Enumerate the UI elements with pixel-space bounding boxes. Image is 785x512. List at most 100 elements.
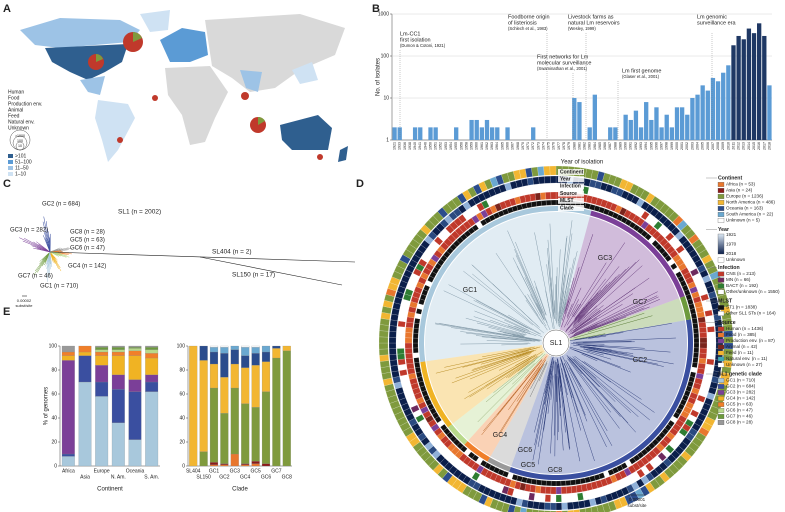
legend-title: Continent (718, 175, 742, 181)
bar-segment (145, 391, 159, 467)
ring-segment (545, 480, 552, 486)
ring-segment (566, 494, 573, 502)
y-axis-label: % of genomes (44, 387, 50, 425)
bar-segment (95, 349, 109, 353)
tree-branch (489, 306, 533, 331)
x-tick-label: GC1 (209, 468, 220, 474)
tree-branch (525, 299, 543, 325)
tree-branch (570, 357, 600, 388)
tree-branch (563, 362, 588, 422)
tree-branch (578, 299, 661, 334)
scale-label: subst/site (16, 303, 34, 308)
bar (587, 127, 592, 140)
tree-branch (495, 252, 548, 331)
y-tick-label: 40 (179, 415, 185, 421)
bar (484, 119, 490, 140)
ring-segment (544, 494, 551, 502)
tree-branch (515, 356, 533, 366)
tree-branch (499, 366, 542, 433)
tree-branch (473, 316, 526, 334)
annotation: natural Lm reservoirs (568, 20, 620, 26)
pie (241, 92, 249, 100)
ring-label-bg (558, 183, 584, 190)
ring-segment (404, 337, 413, 344)
bar-segment (209, 347, 219, 353)
bar-segment (145, 374, 159, 383)
tree-branch (558, 366, 562, 392)
ring-segment (412, 342, 419, 349)
legend-label: GC6 (n = 47) (726, 408, 753, 413)
bar (644, 102, 649, 140)
tree-branch (559, 363, 581, 462)
tree-branch (566, 262, 607, 326)
tree-branch (514, 249, 543, 313)
y-tick-label: 80 (179, 367, 185, 373)
tree-branch (524, 358, 543, 379)
x-tick-label: 1989 (618, 142, 622, 150)
bar (726, 65, 731, 140)
tree-branch (557, 369, 560, 396)
tree-branch (583, 348, 659, 365)
panel-label: A (3, 3, 11, 15)
ring-segment (538, 176, 545, 184)
legend-label: GC4 (n = 142) (726, 396, 756, 401)
tree-branch (45, 221, 51, 253)
legend-label: GC3 (n = 282) (726, 390, 756, 395)
tree-branch (581, 365, 597, 379)
tree-branch (583, 348, 664, 367)
ring-segment (699, 347, 707, 354)
ring-label-bg (558, 190, 584, 197)
ring-segment (555, 494, 562, 503)
x-tick-label: 1971 (526, 142, 530, 150)
tree-branch (460, 343, 531, 345)
tree-branch (451, 327, 540, 341)
bar (495, 127, 500, 140)
tree-branch (569, 265, 643, 331)
bar-segment (272, 345, 281, 349)
annotation-ref: (Glaser et al., 2001) (622, 74, 660, 79)
ring-segment (389, 348, 397, 355)
tree-branch (583, 361, 642, 400)
tree-branch (575, 266, 620, 320)
ring-segment (413, 323, 420, 329)
legend-title: Source (718, 320, 736, 326)
tree-branch (508, 314, 542, 335)
tree-branch (550, 375, 554, 400)
x-tick-label: 1978 (562, 142, 566, 150)
world-map (20, 10, 348, 162)
x-tick-label: 1936 (403, 142, 407, 150)
tree-branch (577, 344, 605, 347)
x-tick-label: 1997 (660, 142, 664, 150)
bar (721, 72, 726, 140)
ring-segment (405, 352, 413, 359)
tree-branch (435, 323, 531, 340)
x-tick-label: 1998 (665, 142, 669, 150)
legend-label: Production env. (8, 101, 42, 107)
tree-branch (465, 317, 527, 336)
ring-segment (526, 202, 533, 209)
tree-branch (586, 306, 650, 332)
bar (705, 90, 710, 140)
tree-branch (588, 348, 674, 365)
legend-label: 51–100 (15, 159, 32, 165)
legend-label: Africa (n = 53) (726, 182, 755, 187)
bar-segment (95, 396, 109, 467)
bar (649, 119, 654, 140)
bar-segment (145, 353, 159, 359)
ring-segment (577, 492, 584, 501)
ring-segment (693, 347, 699, 354)
legend-label: Human (8, 89, 24, 95)
tree-branch (573, 358, 639, 417)
tree-branch (49, 251, 60, 257)
ring-segment (543, 166, 551, 176)
clade-ring (420, 361, 452, 428)
bar-segment (199, 360, 208, 452)
legend-swatch (717, 362, 725, 368)
tree-branch (564, 363, 586, 416)
legend-swatch (717, 257, 725, 263)
ring-segment (707, 326, 715, 333)
tree-branch (504, 319, 542, 337)
y-tick-label: 1 (386, 137, 389, 143)
x-tick-label: 1988 (613, 142, 617, 150)
x-tick-label: 1977 (557, 142, 561, 150)
